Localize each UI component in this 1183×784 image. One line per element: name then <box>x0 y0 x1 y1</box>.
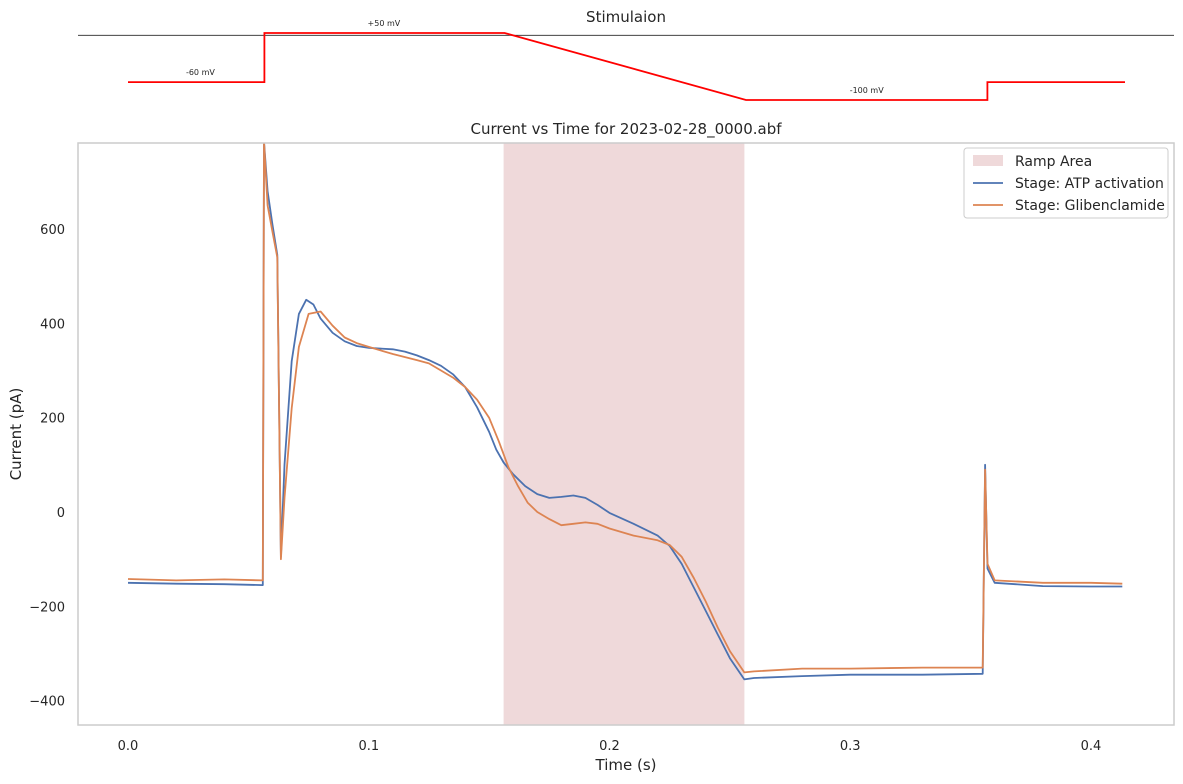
y-tick-label: −400 <box>29 695 65 710</box>
current-panel: Current vs Time for 2023-02-28_0000.abf … <box>7 120 1175 774</box>
legend-glibenclamide-label: Stage: Glibenclamide <box>1015 198 1165 214</box>
chart-title: Current vs Time for 2023-02-28_0000.abf <box>470 120 782 139</box>
series-line-glibenclamide <box>127 143 1123 674</box>
y-tick-label: 200 <box>40 412 65 427</box>
y-tick-label: 0 <box>57 506 65 521</box>
x-axis-label: Time (s) <box>595 756 657 774</box>
x-tick-label: 0.1 <box>358 739 379 754</box>
stimulation-annotation: -60 mV <box>186 68 215 77</box>
ramp-area <box>503 143 745 725</box>
y-tick-label: 600 <box>40 223 65 238</box>
series-line-atp-activation <box>127 143 1123 681</box>
x-tick-label: 0.4 <box>1081 739 1102 754</box>
x-tick-label: 0.0 <box>118 739 139 754</box>
x-axis-ticks: 0.0 0.1 0.2 0.3 0.4 <box>118 739 1102 754</box>
y-tick-label: 400 <box>40 317 65 332</box>
y-tick-label: −200 <box>29 600 65 615</box>
stimulation-trace <box>128 32 1125 101</box>
legend: Ramp Area Stage: ATP activation Stage: G… <box>963 147 1169 219</box>
x-tick-label: 0.3 <box>840 739 861 754</box>
plot-frame <box>77 142 1175 726</box>
stimulation-title: Stimulaion <box>586 8 666 26</box>
legend-box <box>963 147 1169 219</box>
y-axis-ticks: −400 −200 0 200 400 600 <box>29 223 65 710</box>
legend-atp-label: Stage: ATP activation <box>1015 176 1164 192</box>
y-axis-label: Current (pA) <box>7 388 25 481</box>
legend-ramp-swatch <box>973 155 1003 166</box>
stimulation-panel: Stimulaion -60 mV +50 mV -100 mV <box>78 8 1174 101</box>
legend-ramp-label: Ramp Area <box>1015 154 1092 170</box>
x-tick-label: 0.2 <box>599 739 620 754</box>
stimulation-annotation: -100 mV <box>850 86 884 95</box>
stimulation-annotation: +50 mV <box>368 19 401 28</box>
